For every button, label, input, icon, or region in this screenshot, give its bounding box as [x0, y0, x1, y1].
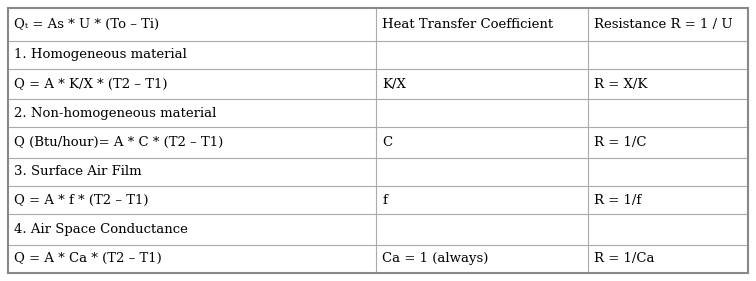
Text: 1. Homogeneous material: 1. Homogeneous material: [14, 48, 187, 61]
Text: f: f: [382, 194, 387, 207]
Text: 3. Surface Air Film: 3. Surface Air Film: [14, 166, 141, 178]
Text: Resistance R = 1 / U: Resistance R = 1 / U: [594, 18, 733, 31]
Text: Q (Btu/hour)= A * C * (T2 – T1): Q (Btu/hour)= A * C * (T2 – T1): [14, 136, 223, 149]
Text: Q = A * Ca * (T2 – T1): Q = A * Ca * (T2 – T1): [14, 252, 162, 265]
Text: Q = A * f * (T2 – T1): Q = A * f * (T2 – T1): [14, 194, 148, 207]
Text: 4. Air Space Conductance: 4. Air Space Conductance: [14, 223, 188, 236]
Text: 2. Non-homogeneous material: 2. Non-homogeneous material: [14, 107, 216, 120]
Text: Heat Transfer Coefficient: Heat Transfer Coefficient: [382, 18, 553, 31]
Text: R = 1/Ca: R = 1/Ca: [594, 252, 655, 265]
Text: C: C: [382, 136, 392, 149]
Text: R = 1/C: R = 1/C: [594, 136, 646, 149]
Text: Qₜ = As * U * (To – Ti): Qₜ = As * U * (To – Ti): [14, 18, 159, 31]
Text: Q = A * K/X * (T2 – T1): Q = A * K/X * (T2 – T1): [14, 78, 168, 90]
Text: Ca = 1 (always): Ca = 1 (always): [382, 252, 488, 265]
Text: K/X: K/X: [382, 78, 406, 90]
Text: R = 1/f: R = 1/f: [594, 194, 641, 207]
Text: R = X/K: R = X/K: [594, 78, 648, 90]
